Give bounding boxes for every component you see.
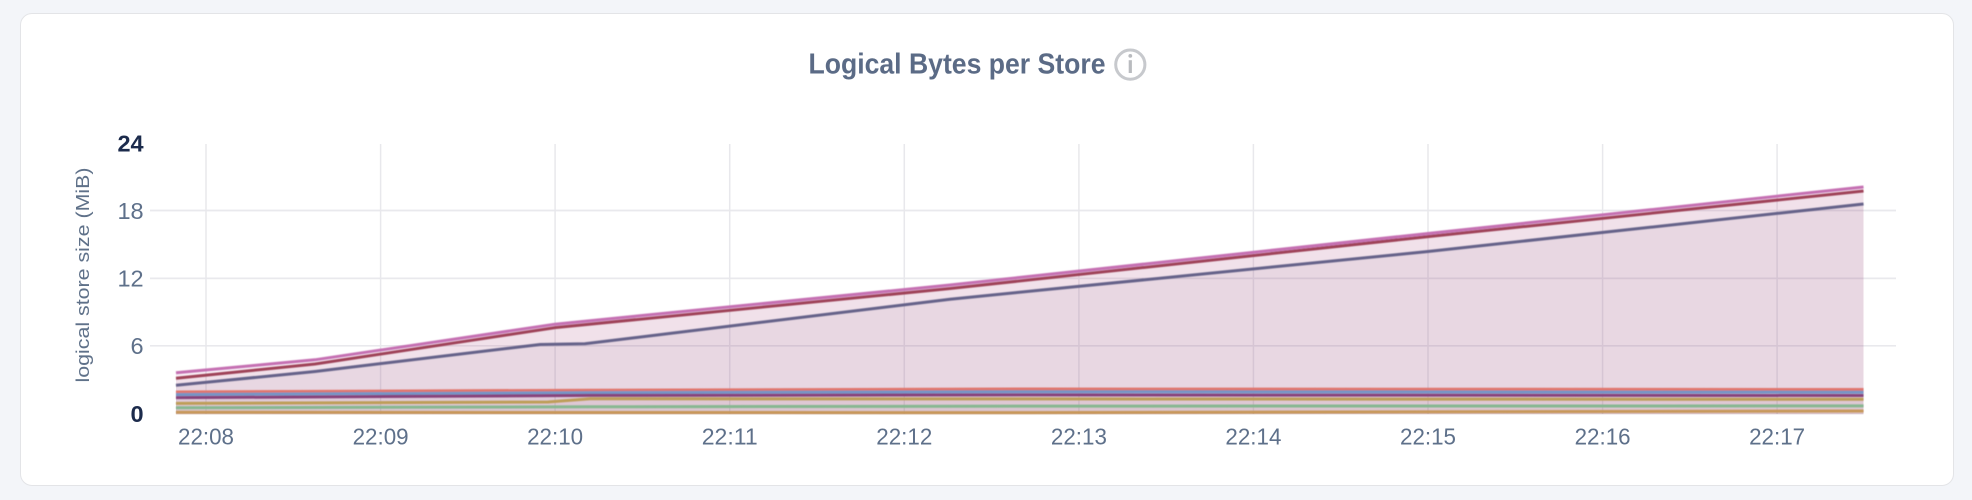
svg-text:Logical Bytes per Store: Logical Bytes per Store <box>809 49 1106 81</box>
svg-text:22:08: 22:08 <box>178 423 234 449</box>
svg-text:22:09: 22:09 <box>353 423 409 449</box>
svg-text:22:17: 22:17 <box>1749 423 1805 449</box>
svg-text:0: 0 <box>131 401 144 427</box>
svg-text:12: 12 <box>117 266 143 292</box>
svg-text:22:10: 22:10 <box>527 423 583 449</box>
svg-text:22:13: 22:13 <box>1051 423 1107 449</box>
svg-text:22:12: 22:12 <box>876 423 932 449</box>
svg-text:24: 24 <box>117 131 143 157</box>
svg-text:logical store size (MiB): logical store size (MiB) <box>73 168 93 383</box>
svg-text:22:15: 22:15 <box>1400 423 1456 449</box>
svg-text:22:14: 22:14 <box>1225 423 1281 449</box>
svg-text:22:16: 22:16 <box>1575 423 1631 449</box>
svg-text:18: 18 <box>117 198 143 224</box>
svg-text:6: 6 <box>131 333 144 359</box>
svg-text:22:11: 22:11 <box>702 423 758 449</box>
